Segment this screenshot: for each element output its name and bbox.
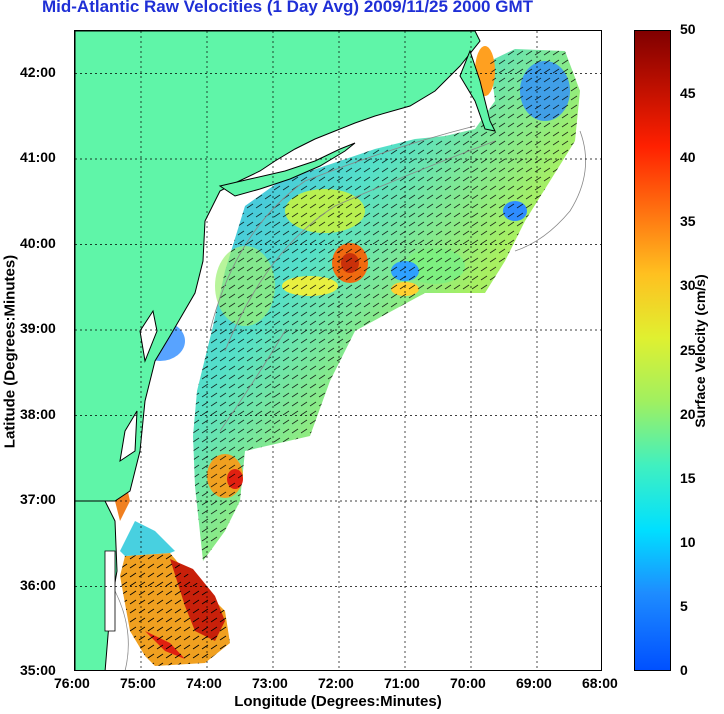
colorbar-tick-label: 5: [680, 597, 688, 614]
y-tick-label: 39:00: [20, 320, 56, 336]
x-tick-label: 69:00: [516, 675, 552, 691]
y-axis-label: Latitude (Degrees:Minutes): [1, 254, 19, 449]
y-tick-label: 42:00: [20, 63, 56, 80]
y-tick-label: 36:00: [20, 576, 56, 593]
colorbar: [634, 30, 671, 671]
y-tick-label: 37:00: [20, 491, 56, 507]
x-tick-label: 73:00: [252, 675, 288, 691]
velocity-field: [115, 46, 580, 666]
x-tick-label: 72:00: [318, 675, 354, 691]
colorbar-label: Surface Velocity (cm/s): [692, 274, 708, 428]
x-tick-label: 75:00: [120, 675, 156, 691]
x-tick-label: 74:00: [186, 675, 222, 691]
map-plot-area: [74, 30, 602, 671]
colorbar-tick-label: 0: [680, 662, 688, 678]
x-tick-label: 76:00: [54, 675, 90, 691]
colorbar-tick-label: 10: [680, 533, 696, 550]
colorbar-tick-label: 50: [680, 21, 696, 37]
y-tick-label: 38:00: [20, 405, 56, 422]
colorbar-tick-label: 45: [680, 85, 696, 102]
map-title: Mid-Atlantic Raw Velocities (1 Day Avg) …: [42, 0, 533, 16]
x-axis-label: Longitude (Degrees:Minutes): [234, 693, 442, 710]
bathymetry-contours: [114, 125, 586, 670]
colorbar-gradient: [635, 31, 670, 670]
colorbar-tick-label: 35: [680, 213, 696, 230]
land-mass: [75, 31, 496, 670]
colorbar-tick-label: 40: [680, 149, 696, 166]
y-tick-label: 40:00: [20, 234, 56, 251]
grid-lines: [75, 31, 601, 670]
colorbar-tick-label: 20: [680, 405, 696, 422]
colorbar-tick-label: 30: [680, 277, 696, 294]
y-tick-label: 35:00: [20, 662, 56, 678]
y-tick-label: 41:00: [20, 149, 56, 165]
colorbar-tick-label: 25: [680, 341, 696, 358]
x-tick-label: 70:00: [450, 675, 486, 691]
x-tick-label: 71:00: [384, 675, 420, 691]
map-svg: [75, 31, 601, 670]
x-tick-label: 68:00: [582, 675, 618, 691]
colorbar-tick-label: 15: [680, 469, 696, 486]
